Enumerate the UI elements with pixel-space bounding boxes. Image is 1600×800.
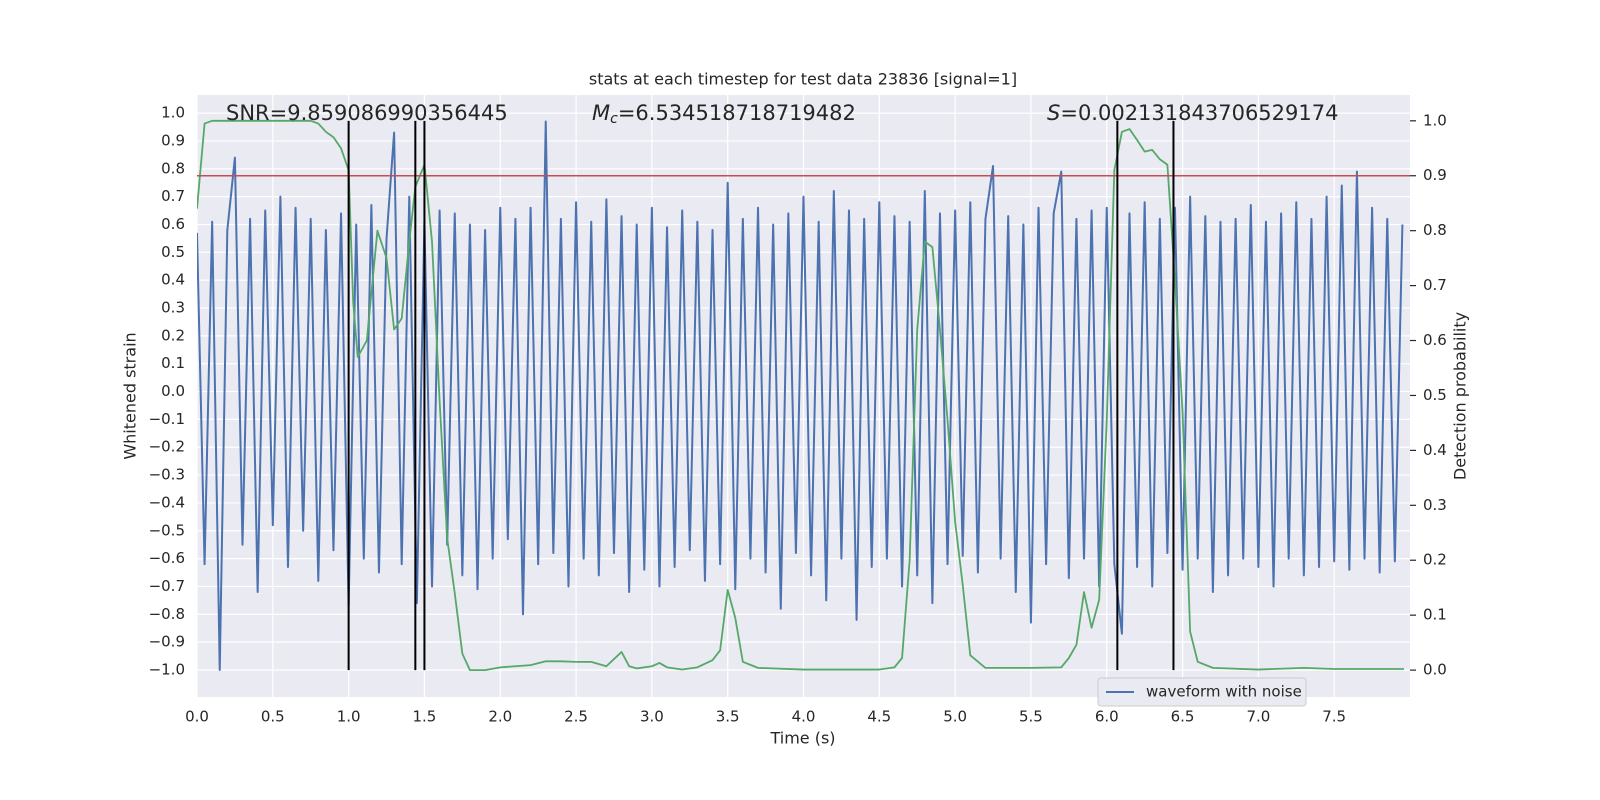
y-tick-label: 0.6 — [161, 215, 185, 233]
y2-tick-label: 0.0 — [1423, 661, 1447, 679]
y2-axis-label: Detection probability — [1451, 312, 1470, 480]
x-tick-label: 2.5 — [564, 708, 588, 726]
y-tick-label: −0.2 — [149, 438, 185, 456]
x-tick-label: 5.0 — [943, 708, 967, 726]
legend-box — [1097, 677, 1307, 707]
y-tick-label: −0.9 — [149, 633, 185, 651]
x-tick-label: 4.0 — [792, 708, 816, 726]
y2-tick-label: 0.1 — [1423, 606, 1447, 624]
annotation-text: =0.002131843706529174 — [1060, 101, 1338, 125]
x-tick-label: 0.5 — [261, 708, 285, 726]
y2-tick-label: 0.7 — [1423, 276, 1447, 294]
x-tick-label: 6.0 — [1095, 708, 1119, 726]
x-tick-label: 3.0 — [640, 708, 664, 726]
x-tick-label: 6.5 — [1171, 708, 1195, 726]
x-tick-label: 1.0 — [337, 708, 361, 726]
y-tick-label: −0.3 — [149, 466, 185, 484]
y-tick-label: 1.0 — [161, 104, 185, 122]
y2-tick-label: 1.0 — [1423, 111, 1447, 129]
y2-tick-label: 0.8 — [1423, 221, 1447, 239]
annotation: SNR=9.859086990356445 — [226, 101, 508, 125]
y2-tick-label: 0.2 — [1423, 551, 1447, 569]
series-line — [197, 119, 1404, 671]
y-tick-label: −1.0 — [149, 660, 185, 678]
x-tick-label: 0.0 — [185, 708, 209, 726]
annotation-subscript: c — [610, 111, 618, 127]
y-tick-label: −0.1 — [149, 410, 185, 428]
y-tick-label: 0.4 — [161, 271, 185, 289]
y-tick-label: −0.6 — [149, 549, 185, 567]
y2-tick-label: 0.3 — [1423, 496, 1447, 514]
y-tick-label: 0.9 — [161, 131, 185, 149]
y-tick-label: 0.1 — [161, 354, 185, 372]
legend: waveform with noise — [1097, 677, 1307, 707]
annotation-text: =6.534518718719482 — [618, 101, 856, 125]
series-line — [197, 120, 1404, 671]
y-tick-label: −0.5 — [149, 521, 185, 539]
x-tick-label: 2.0 — [488, 708, 512, 726]
y-tick-label: −0.4 — [149, 493, 185, 511]
chart-title: stats at each timestep for test data 238… — [589, 70, 1017, 89]
y2-tick-label: 0.9 — [1423, 166, 1447, 184]
x-tick-label: 7.0 — [1246, 708, 1270, 726]
x-tick-label: 3.5 — [716, 708, 740, 726]
labels: 0.0 0.5 1.0 1.5 2.0 2.5 3.0 3.5 4.0 4.5 5.0 5.5 6.0 6… — [149, 104, 1447, 726]
y2-tick-label: 0.6 — [1423, 331, 1447, 349]
marks — [197, 119, 1410, 671]
y-tick-label: 0.2 — [161, 326, 185, 344]
y-tick-label: −0.7 — [149, 577, 185, 595]
y-tick-label: 0.3 — [161, 299, 185, 317]
y-tick-label: 0.0 — [161, 382, 185, 400]
y-tick-label: 0.8 — [161, 159, 185, 177]
x-axis-label: Time (s) — [769, 729, 835, 748]
x-tick-label: 1.5 — [413, 708, 437, 726]
y2-tick-label: 0.5 — [1423, 386, 1447, 404]
x-tick-label: 7.5 — [1322, 708, 1346, 726]
x-tick-label: 4.5 — [867, 708, 891, 726]
y2-tick-label: 0.4 — [1423, 441, 1447, 459]
y-axis-label: Whitened strain — [121, 332, 140, 459]
annotation-symbol: S — [1047, 101, 1060, 125]
annotation: S=0.002131843706529174 — [1047, 101, 1338, 125]
legend-label: waveform with noise — [1146, 683, 1302, 701]
x-tick-label: 5.5 — [1019, 708, 1043, 726]
y-tick-label: 0.5 — [161, 243, 185, 261]
annotation: Mc=6.534518718719482 — [592, 101, 856, 127]
y-tick-label: 0.7 — [161, 187, 185, 205]
annotation-symbol: M — [592, 101, 610, 125]
y-tick-label: −0.8 — [149, 605, 185, 623]
